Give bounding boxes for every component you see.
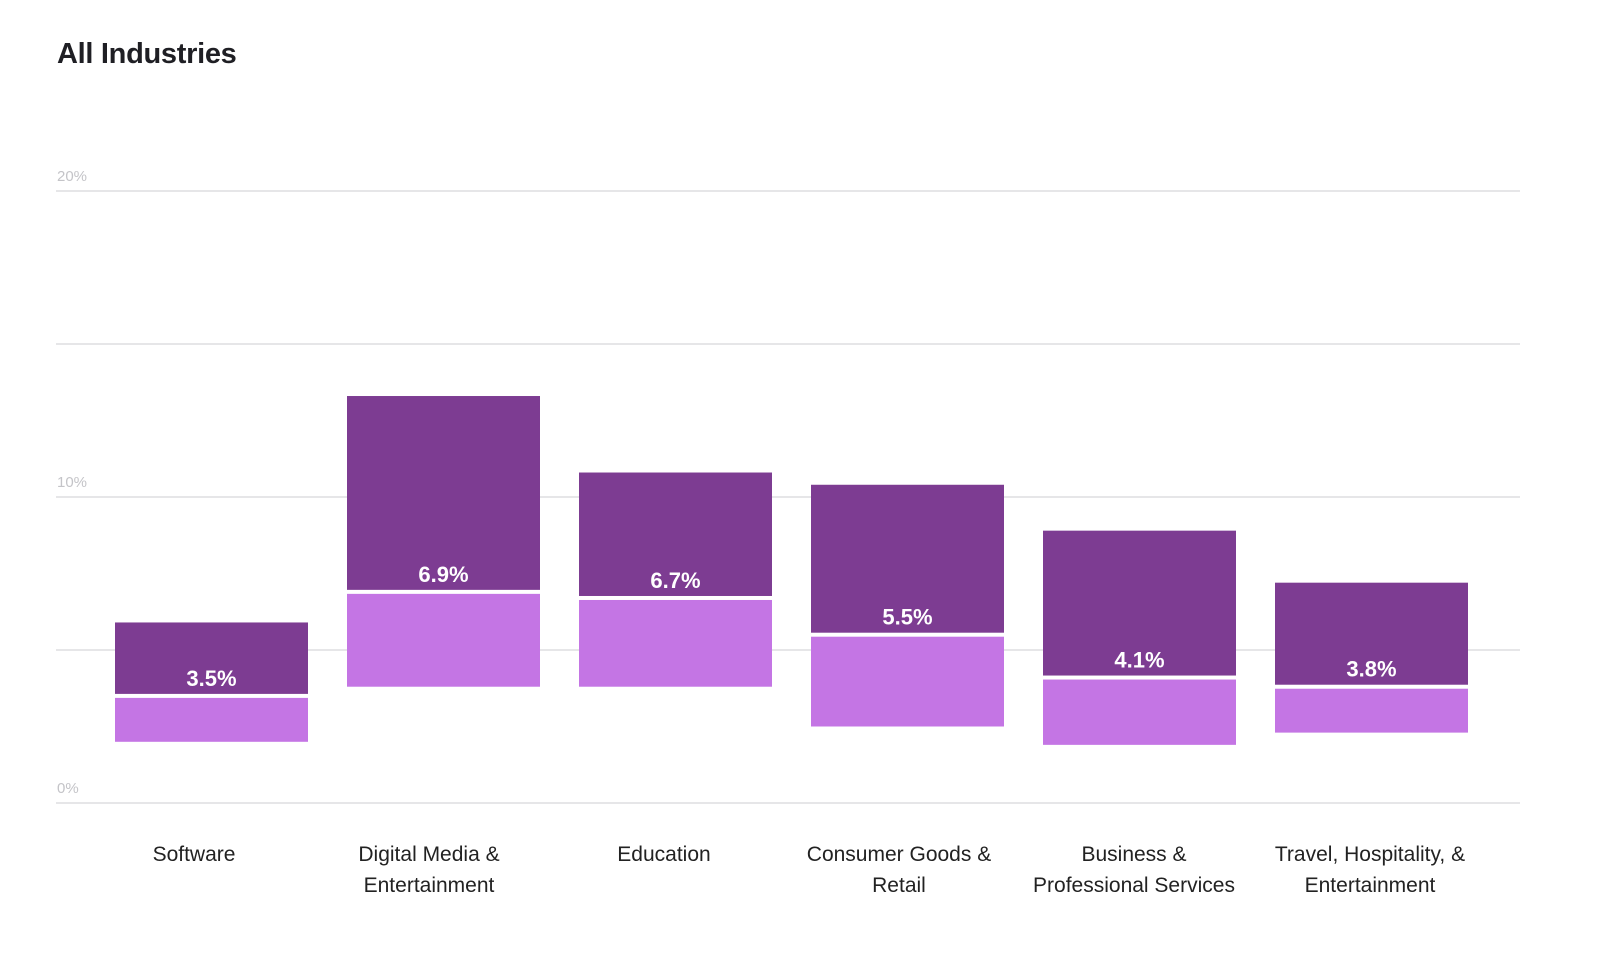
x-tick-label: Travel, Hospitality, & xyxy=(1275,843,1465,866)
bar-lower xyxy=(1043,679,1236,745)
x-tick-label: Consumer Goods & xyxy=(807,843,991,866)
data-label: 3.8% xyxy=(1346,657,1396,682)
bar-lower xyxy=(811,636,1004,727)
x-tick-label: Business & xyxy=(1081,843,1186,866)
data-label: 5.5% xyxy=(882,605,932,630)
x-tick-label: Entertainment xyxy=(364,874,495,897)
data-label: 6.9% xyxy=(418,562,468,587)
bar-upper xyxy=(1275,582,1468,685)
x-tick-label: Retail xyxy=(872,874,926,897)
bar-lower xyxy=(1275,688,1468,733)
chart-title: All Industries xyxy=(57,38,237,70)
x-tick-label: Digital Media & xyxy=(358,843,499,866)
bar-lower xyxy=(579,599,772,687)
bar-upper xyxy=(579,472,772,596)
y-tick-label: 0% xyxy=(57,780,79,797)
bar-lower xyxy=(115,697,308,742)
y-tick-label: 20% xyxy=(57,168,87,185)
bar-upper xyxy=(1043,530,1236,676)
data-label: 4.1% xyxy=(1114,648,1164,673)
x-tick-label: Professional Services xyxy=(1033,874,1235,897)
x-tick-label: Software xyxy=(153,843,236,866)
y-tick-label: 10% xyxy=(57,474,87,491)
bar-upper xyxy=(811,484,1004,633)
bar-lower xyxy=(347,593,540,687)
bar-upper xyxy=(115,622,308,694)
x-tick-label: Education xyxy=(617,843,710,866)
data-label: 3.5% xyxy=(186,666,236,691)
data-label: 6.7% xyxy=(650,568,700,593)
x-tick-label: Entertainment xyxy=(1305,874,1436,897)
bar-upper xyxy=(347,396,540,590)
